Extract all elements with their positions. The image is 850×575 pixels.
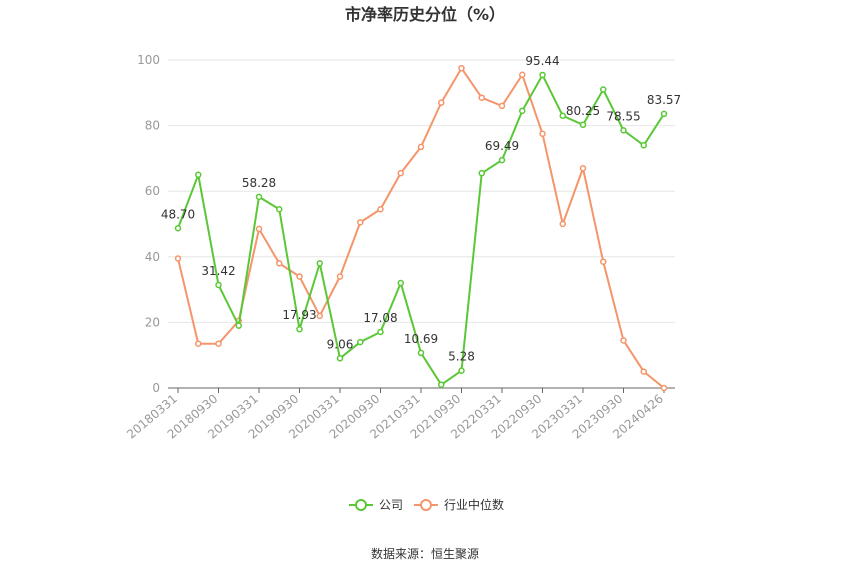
data-point: [438, 381, 445, 388]
data-label: 31.42: [201, 264, 235, 278]
x-axis: 2018033120180930201903312019093020200331…: [124, 387, 675, 442]
data-point: [336, 355, 344, 362]
grid: [168, 59, 675, 323]
data-point: [377, 328, 384, 336]
data-point: [458, 64, 465, 72]
data-point: [600, 258, 607, 265]
data-point: [559, 112, 566, 120]
data-point: [195, 340, 202, 347]
y-tick-label: 80: [145, 119, 160, 133]
data-label: 9.06: [327, 337, 354, 351]
data-point: [357, 219, 364, 226]
data-point: [660, 110, 668, 118]
data-point: [519, 107, 526, 115]
data-point: [316, 260, 323, 267]
data-point: [458, 367, 465, 374]
data-point: [255, 193, 263, 201]
data-point: [539, 130, 546, 138]
data-point: [478, 169, 485, 177]
data-label: 17.93: [282, 308, 316, 322]
data-point: [478, 94, 485, 101]
data-point: [498, 156, 506, 164]
legend-item-1: 行业中位数: [414, 497, 504, 512]
data-point: [255, 225, 263, 233]
y-axis-ticks: 0 20 40 60 80 100: [137, 53, 160, 395]
data-point: [579, 121, 587, 129]
data-point: [357, 338, 364, 346]
data-point: [498, 102, 506, 110]
chart-title: 市净率历史分位（%）: [345, 5, 505, 24]
data-point: [174, 255, 182, 262]
data-source: 数据来源：恒生聚源: [371, 546, 479, 561]
data-label: 58.28: [242, 176, 276, 190]
legend-marker: [355, 499, 367, 511]
data-point: [438, 99, 445, 106]
series-group: 48.70 31.42 58.28 17.93 9.06 17.08 10.69 5.28 69…: [161, 54, 681, 392]
data-point: [660, 384, 668, 392]
data-point: [620, 127, 627, 134]
data-label: 69.49: [485, 139, 519, 153]
data-point: [519, 71, 526, 79]
data-point: [417, 349, 425, 357]
data-point: [235, 322, 242, 329]
data-point: [397, 169, 404, 177]
data-point: [397, 279, 404, 287]
data-label: 48.70: [161, 207, 195, 221]
data-point: [539, 71, 546, 79]
legend: 公司 行业中位数: [349, 497, 504, 512]
data-label: 80.25: [566, 104, 600, 118]
data-point: [316, 312, 323, 320]
data-label: 78.55: [606, 109, 640, 123]
data-label: 5.28: [448, 350, 475, 364]
y-tick-label: 60: [145, 184, 160, 198]
data-label: 95.44: [525, 54, 559, 68]
data-point: [276, 205, 283, 213]
legend-label: 公司: [379, 498, 403, 512]
legend-item-0: 公司: [349, 498, 403, 512]
y-tick-label: 100: [137, 53, 160, 67]
y-tick-label: 0: [152, 381, 160, 395]
data-point: [640, 142, 647, 149]
series-1: [174, 64, 668, 392]
legend-marker: [420, 499, 432, 511]
data-point: [215, 340, 222, 347]
data-point: [377, 205, 384, 213]
data-point: [336, 273, 344, 280]
data-label: 83.57: [647, 93, 681, 107]
data-point: [174, 225, 182, 232]
y-tick-label: 40: [145, 250, 160, 264]
data-point: [195, 171, 202, 179]
y-tick-label: 20: [145, 315, 160, 329]
data-point: [417, 143, 425, 151]
data-point: [600, 86, 607, 93]
data-point: [640, 368, 647, 375]
data-labels: 48.70 31.42 58.28 17.93 9.06 17.08 10.69 5.28 69…: [161, 54, 681, 364]
data-point: [579, 164, 587, 172]
data-label: 17.08: [363, 311, 397, 325]
data-point: [276, 260, 283, 267]
series-0: [174, 71, 668, 388]
legend-label: 行业中位数: [444, 497, 504, 512]
data-point: [620, 337, 627, 344]
data-point: [296, 273, 303, 280]
data-label: 10.69: [404, 332, 438, 346]
data-point: [296, 325, 303, 333]
data-point: [559, 220, 566, 228]
data-point: [215, 281, 222, 289]
